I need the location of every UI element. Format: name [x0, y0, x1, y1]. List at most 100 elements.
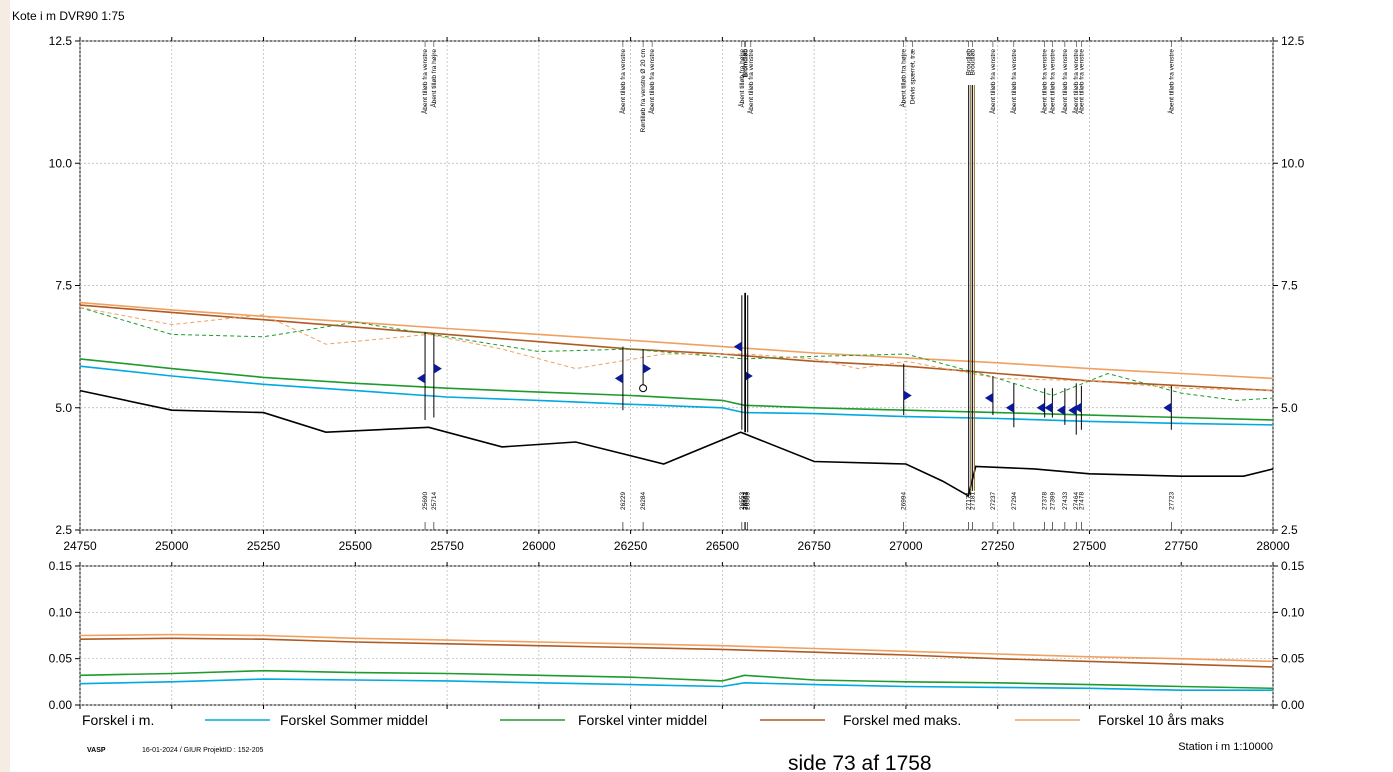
structure-marker-right [903, 390, 912, 401]
structure-description: Rørtilløb fra venstre Ø 20 cm [640, 49, 647, 132]
profile-chart: Kote i m DVR90 1:75 2.5 2.5 5.0 5.0 7.5 7.5 10.… [12, 9, 1305, 772]
x-tick-label: 25750 [430, 539, 464, 553]
x-tick-label: 25000 [155, 539, 189, 553]
profile-series-winter [79, 358, 1274, 421]
structure-station-label: 27478 [1078, 492, 1085, 510]
difference-series-summer [79, 678, 1273, 692]
structure-marker-left [417, 373, 426, 384]
x-tick-label: 28000 [1256, 539, 1290, 553]
footer-station-label: Station i m 1:10000 [1178, 741, 1273, 753]
footer-logo: VASP [87, 747, 106, 754]
legend-label-max: Forskel med maks. [843, 712, 961, 728]
profile-series-summer [79, 365, 1274, 426]
difference-y-tick-label-right: 0.10 [1281, 605, 1305, 619]
profile-y-tick-label-right: 12.5 [1281, 34, 1305, 48]
structure-description: Åbent tilløb fra venstre [1071, 49, 1080, 114]
x-tick-label: 27250 [981, 539, 1015, 553]
footer-meta: 16-01-2024 / GIUR ProjektID : 152-205 [142, 747, 264, 754]
structure-station-label: 27433 [1062, 492, 1069, 510]
structure-marker-left [1044, 402, 1053, 413]
y-axis-title: Kote i m DVR90 1:75 [12, 9, 125, 23]
structure-marker-left [733, 341, 742, 352]
profile-y-tick-label-right: 7.5 [1281, 279, 1298, 293]
profile-series-winter-dashed [79, 307, 1274, 401]
legend-label-tenyear: Forskel 10 års maks [1098, 712, 1224, 728]
difference-series-max [79, 637, 1274, 668]
difference-y-tick-label: 0.10 [49, 605, 73, 619]
structure-description: Åbent tilløb fra venstre [746, 49, 755, 114]
structure-description: Åbent tilløb fra venstre [1047, 49, 1056, 114]
structure-station-label: 26284 [640, 492, 647, 510]
structure-station-label: 26553 [739, 492, 746, 510]
x-tick-label: 25500 [339, 539, 373, 553]
profile-y-tick-label: 2.5 [55, 523, 72, 537]
x-tick-label: 26500 [706, 539, 740, 553]
structure-description: Åbent tilløb fra venstre [1076, 49, 1085, 114]
x-tick-label: 26750 [797, 539, 831, 553]
structure-circle [639, 384, 648, 393]
structure-description: Broudløb [966, 49, 973, 76]
x-tick-label: 26250 [614, 539, 648, 553]
structure-description: Åbent tilløb fra venstre [618, 49, 627, 114]
structure-station-label: 25690 [422, 492, 429, 510]
structure-marker-left [1056, 405, 1065, 416]
profile-series-tenyear [79, 301, 1274, 380]
structure-description: Broudløb [969, 49, 976, 76]
profile-y-tick-label: 5.0 [55, 401, 72, 415]
structure-station-label: 27464 [1073, 492, 1080, 510]
legend-label-winter: Forskel vinter middel [578, 712, 707, 728]
structure-description: Åbent tilløb fra højre [429, 49, 438, 108]
difference-y-tick-label: 0.15 [49, 559, 73, 573]
structure-station-label: 27181 [969, 492, 976, 510]
structure-station-label: 26563 [743, 492, 750, 510]
structure-description: Åbent tilløb fra venstre [1166, 49, 1175, 114]
structure-station-label: 26229 [620, 492, 627, 510]
legend-title: Forskel i m. [82, 712, 154, 728]
structure-station-label: 26994 [901, 492, 908, 510]
structure-description: Åbent tilløb fra højre [737, 49, 746, 108]
structure-station-label: 27399 [1049, 492, 1056, 510]
structure-station-label: 27237 [990, 492, 997, 510]
profile-page: Kote i m DVR90 1:75 2.5 2.5 5.0 5.0 7.5 7.5 10.… [10, 0, 1393, 772]
structure-marker-left [1068, 405, 1077, 416]
x-tick-label: 24750 [63, 539, 97, 553]
structure-marker-left [1005, 402, 1014, 413]
profile-y-tick-label-right: 2.5 [1281, 523, 1298, 537]
difference-y-tick-label-right: 0.05 [1281, 652, 1305, 666]
profile-y-tick-label-right: 5.0 [1281, 401, 1298, 415]
structure-description: Åbent tilløb fra venstre [1060, 49, 1069, 114]
structure-marker-right [643, 363, 652, 374]
structure-description: Åbent tilløb fra venstre [988, 49, 997, 114]
structure-marker-left [1073, 402, 1082, 413]
structure-station-label: 26561 [742, 492, 749, 510]
structure-marker-left [984, 392, 993, 403]
structure-station-label: 27294 [1011, 492, 1018, 510]
profile-series-tenyear-dashed [79, 307, 1274, 392]
structure-description: Åbent tilløb fra venstre [1040, 49, 1049, 114]
structure-description: Åbent tilløb fra venstre [1009, 49, 1018, 114]
difference-series-winter [79, 669, 1274, 690]
difference-y-tick-label-right: 0.00 [1281, 698, 1305, 712]
legend-label-summer: Forskel Sommer middel [280, 712, 428, 728]
difference-y-tick-label-right: 0.15 [1281, 559, 1305, 573]
x-tick-label: 27000 [889, 539, 923, 553]
profile-series-terrain [79, 389, 1274, 498]
structure-description: Delvis spærret, træ [910, 49, 917, 104]
structure-marker-left [614, 373, 623, 384]
structure-description: Åbent tilløb fra højre [899, 49, 908, 108]
structure-marker-left [1036, 402, 1045, 413]
profile-y-tick-label: 12.5 [49, 34, 73, 48]
structure-station-label: 25714 [431, 492, 438, 510]
structure-description: Bromdløb [743, 49, 750, 78]
difference-y-tick-label: 0.00 [49, 698, 73, 712]
structure-description: Bromdløb [742, 49, 749, 78]
structure-station-label: 27723 [1168, 492, 1175, 510]
x-tick-label: 27750 [1165, 539, 1199, 553]
difference-y-tick-label: 0.05 [49, 652, 73, 666]
structure-station-label: 26569 [745, 492, 752, 510]
structure-station-label: 27171 [966, 492, 973, 510]
structure-marker-right [433, 363, 442, 374]
x-tick-label: 25250 [247, 539, 281, 553]
structure-description: Åbent tilløb fra venstre [647, 49, 656, 114]
profile-y-tick-label: 7.5 [55, 279, 72, 293]
